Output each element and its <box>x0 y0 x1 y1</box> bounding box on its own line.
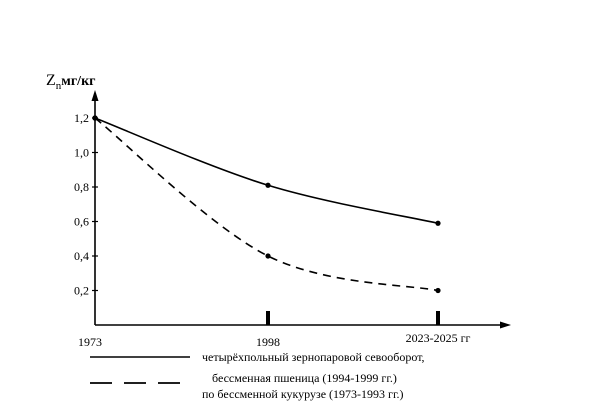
legend-label-dashed-line-2: по бессменной кукурузе (1973-1993 гг.) <box>202 387 404 401</box>
y-tick-label: 0,2 <box>74 284 89 298</box>
data-point <box>92 115 98 121</box>
y-tick-label: 0,4 <box>74 249 89 263</box>
y-axis-label: Znмг/кг <box>46 72 96 92</box>
legend: четырёхпольный зернопаровой севооборот, … <box>90 350 425 401</box>
y-axis-label-main: Z <box>46 72 56 89</box>
y-tick-label: 1,2 <box>74 111 89 125</box>
y-ticks: 0,2 0,4 0,6 0,8 1,0 1,2 <box>74 111 98 298</box>
axes <box>91 90 511 329</box>
x-tick-mark <box>266 311 270 325</box>
x-tick-label: 1998 <box>256 335 280 349</box>
y-axis-label-unit: мг/кг <box>61 74 95 89</box>
y-tick-label: 0,6 <box>74 215 89 229</box>
series-line-solid <box>94 117 439 225</box>
x-tick-mark <box>436 311 440 325</box>
y-tick-label: 1,0 <box>74 146 89 160</box>
legend-label-solid: четырёхпольный зернопаровой севооборот, <box>202 350 425 364</box>
y-axis-label-sub: n <box>56 80 62 92</box>
data-point <box>435 220 441 226</box>
x-ticks: 1973 1998 2023-2025 гг <box>78 311 470 349</box>
data-point <box>265 253 271 259</box>
x-tick-label: 2023-2025 гг <box>406 331 471 345</box>
legend-label-dashed-line-1: бессменная пшеница (1994-1999 гг.) <box>212 371 397 385</box>
data-point <box>265 182 271 188</box>
y-axis-arrow <box>91 90 99 101</box>
data-point <box>435 287 441 294</box>
x-axis-arrow <box>500 321 511 329</box>
series-line-dashed <box>94 117 439 292</box>
x-tick-label: 1973 <box>78 335 102 349</box>
y-tick-label: 0,8 <box>74 180 89 194</box>
series <box>92 115 441 294</box>
